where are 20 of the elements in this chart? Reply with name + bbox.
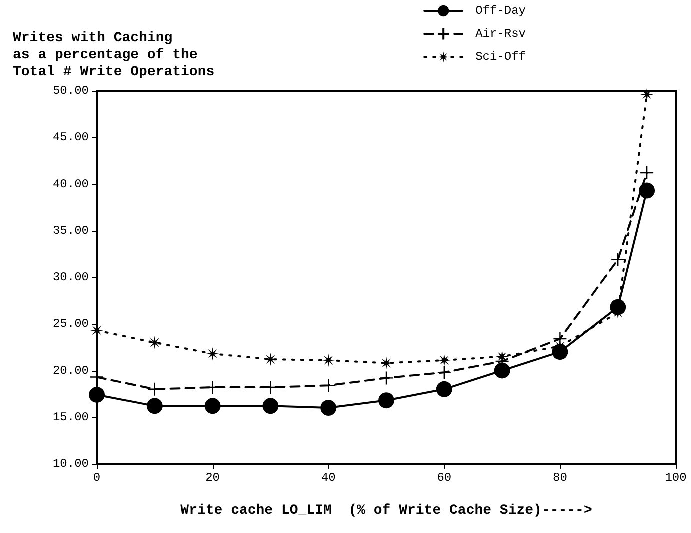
y-tick-label: 10.00 bbox=[52, 457, 89, 471]
y-tick-label: 30.00 bbox=[52, 270, 89, 284]
legend-label: Off-Day bbox=[476, 4, 526, 18]
x-tick-label: 60 bbox=[437, 471, 452, 485]
y-tick-label: 15.00 bbox=[52, 410, 89, 424]
y-tick-label: 45.00 bbox=[52, 130, 89, 145]
legend-label: Sci-Off bbox=[476, 50, 526, 64]
chart-title: Writes with Caching as a percentage of the Total # Write Operations bbox=[13, 30, 215, 80]
x-axis-title: Write cache LO_LIM (% of Write Cache Size)-----> bbox=[180, 503, 592, 519]
x-tick-label: 40 bbox=[321, 471, 336, 485]
x-tick-label: 0 bbox=[93, 471, 101, 485]
y-tick-label: 35.00 bbox=[52, 224, 89, 238]
x-tick-label: 20 bbox=[206, 471, 220, 485]
legend-label: Air-Rsv bbox=[476, 27, 526, 42]
y-tick-label: 40.00 bbox=[52, 177, 89, 192]
y-tick-label: 20.00 bbox=[52, 364, 89, 378]
y-tick-label: 50.00 bbox=[52, 84, 89, 98]
x-tick-label: 80 bbox=[552, 471, 568, 485]
x-tick-label: 100 bbox=[665, 471, 687, 485]
y-tick-label: 25.00 bbox=[52, 317, 89, 332]
